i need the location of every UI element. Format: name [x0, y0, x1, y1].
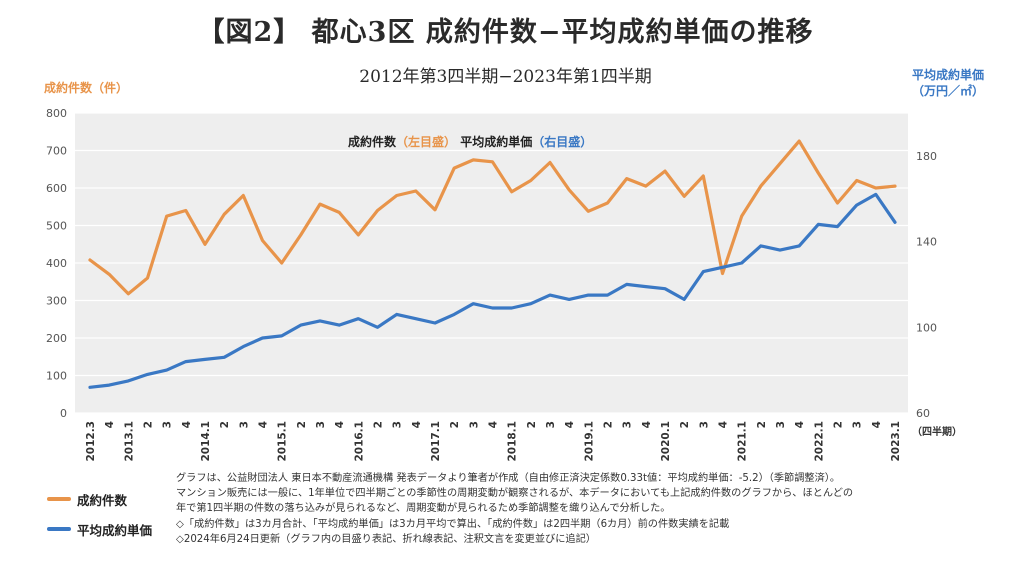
- x-tick-label: 2020.1: [660, 421, 672, 462]
- x-tick-label: 3: [852, 421, 864, 428]
- x-tick-label: 2: [449, 421, 461, 428]
- legend-item-contracts: 成約件数: [47, 484, 157, 514]
- inline-legend: 成約件数（左目盛） 平均成約単価（右目盛）: [348, 134, 592, 149]
- y-right-tick-label: 180: [916, 150, 937, 163]
- inline-legend-part: （左目盛）: [396, 134, 456, 149]
- x-tick-label: 3: [775, 421, 787, 428]
- x-tick-label: 4: [488, 421, 500, 428]
- x-axis-unit-label: （四半期）: [912, 425, 962, 438]
- x-tick-label: 2021.1: [737, 421, 749, 462]
- legend-swatch-orange: [47, 497, 71, 501]
- footnote-line: グラフは、公益財団法人 東日本不動産流通機構 発表データより筆者が作成（自由修正…: [176, 473, 841, 484]
- y-left-tick-label: 700: [46, 145, 67, 158]
- y-left-tick-label: 300: [46, 295, 67, 308]
- series-line-contracts: [88, 139, 897, 296]
- inline-legend-part: 成約件数: [348, 134, 397, 149]
- legend-swatch-blue: [47, 527, 71, 531]
- x-tick-label: 2023.1: [890, 421, 902, 462]
- footnote-line: マンション販売には一般に、1年単位で四半期ごとの季節性の周期変動が観察されるが、…: [176, 488, 854, 500]
- y-right-tick-label: 140: [916, 236, 937, 249]
- x-tick-label: 2: [526, 421, 538, 428]
- footnote-line: ◇2024年6月24日更新（グラフ内の目盛り表記、折れ線表記、注釈文言を変更並び…: [176, 533, 596, 545]
- y-left-tick-label: 400: [46, 257, 67, 270]
- series-line-unit-price: [88, 192, 897, 389]
- x-tick-label: 2018.1: [507, 421, 519, 462]
- x-tick-label: 2: [296, 421, 308, 428]
- x-tick-label: 2: [603, 421, 615, 428]
- x-tick-label: 4: [104, 421, 116, 428]
- x-tick-label: 3: [162, 421, 174, 428]
- x-tick-label: 2: [833, 421, 845, 428]
- x-tick-label: 2: [143, 421, 155, 428]
- x-tick-label: 3: [392, 421, 404, 428]
- x-tick-label: 4: [794, 421, 806, 428]
- y-axis-right-label-line1: 平均成約単価: [911, 68, 984, 82]
- legend-item-unit-price: 平均成約単価: [47, 514, 157, 544]
- x-tick-label: 2015.1: [277, 421, 289, 462]
- footnote-line: 年で第1四半期の件数の落ち込みが見られるなど、周期変動が見られるため季節調整を織…: [176, 503, 671, 515]
- y-axis-left-label: 成約件数（件）: [44, 81, 129, 95]
- inline-legend-part: 平均成約単価: [460, 134, 532, 149]
- x-tick-label: 3: [545, 421, 557, 428]
- y-axis-right-label-line2: （万円／㎡）: [911, 84, 984, 98]
- x-tick-label: 4: [718, 421, 730, 428]
- y-left-tick-label: 600: [46, 182, 67, 195]
- x-tick-label: 2016.1: [353, 421, 365, 462]
- y-axis-right-label: 平均成約単価 （万円／㎡）: [893, 67, 1003, 99]
- x-tick-label: 4: [258, 421, 270, 428]
- x-tick-label: 4: [564, 421, 576, 428]
- y-right-tick-label: 60: [916, 407, 930, 420]
- x-tick-label: 2022.1: [813, 421, 825, 462]
- x-tick-label: 2014.1: [200, 421, 212, 462]
- y-left-tick-label: 100: [46, 370, 67, 383]
- legend-label-contracts: 成約件数: [77, 492, 128, 508]
- x-tick-label: 3: [698, 421, 710, 428]
- legend-label-unit-price: 平均成約単価: [77, 522, 153, 538]
- x-tick-label: 4: [641, 421, 653, 428]
- x-tick-label: 2012.3: [85, 421, 97, 462]
- legend: 成約件数 平均成約単価: [47, 484, 157, 544]
- x-tick-label: 2019.1: [583, 421, 595, 462]
- y-right-tick-label: 100: [916, 321, 937, 334]
- x-tick-label: 4: [334, 421, 346, 428]
- x-tick-label: 3: [468, 421, 480, 428]
- x-tick-label: 3: [238, 421, 250, 428]
- x-tick-label: 4: [411, 421, 423, 428]
- x-tick-label: 2017.1: [430, 421, 442, 462]
- chart-title: 【図2】 都心3区 成約件数−平均成約単価の推移: [197, 17, 814, 48]
- x-tick-label: 2013.1: [123, 421, 135, 462]
- y-left-tick-label: 0: [60, 407, 67, 420]
- y-left-tick-label: 500: [46, 220, 67, 233]
- x-tick-label: 2: [373, 421, 385, 428]
- chart-subtitle: 2012年第3四半期−2023年第1四半期: [359, 67, 652, 87]
- x-tick-label: 2: [219, 421, 231, 428]
- y-left-tick-label: 800: [46, 107, 67, 120]
- inline-legend-part: （右目盛）: [532, 134, 592, 149]
- x-tick-label: 2: [679, 421, 691, 428]
- x-tick-label: 4: [181, 421, 193, 428]
- footnote-line: ◇「成約件数」は3カ月合計、「平均成約単価」は3カ月平均で算出、「成約件数」は2…: [176, 518, 730, 530]
- footnotes: グラフは、公益財団法人 東日本不動産流通機構 発表データより筆者が作成（自由修正…: [176, 471, 996, 547]
- x-tick-label: 4: [871, 421, 883, 428]
- x-tick-label: 3: [622, 421, 634, 428]
- x-tick-label: 3: [315, 421, 327, 428]
- y-left-tick-label: 200: [46, 332, 67, 345]
- x-tick-label: 2: [756, 421, 768, 428]
